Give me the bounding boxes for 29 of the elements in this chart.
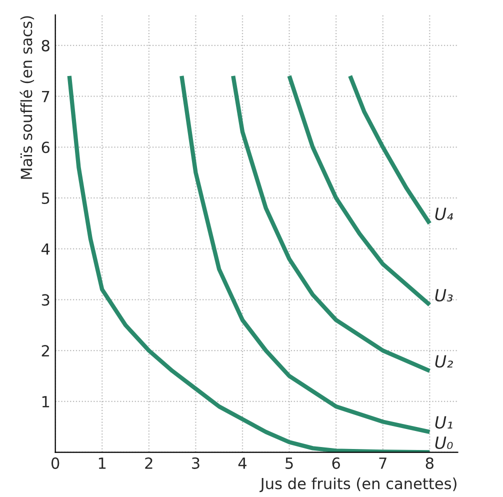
series-label: U₀: [435, 436, 453, 450]
y-tick-label: 2: [42, 345, 49, 356]
line-series: [348, 74, 432, 226]
x-axis-title: Jus de fruits (en canettes): [260, 477, 456, 492]
series-label: U₃: [435, 289, 453, 302]
x-tick-label: 3: [192, 457, 200, 469]
x-tick-label: 0: [51, 457, 60, 469]
y-tick-label: 3: [42, 294, 50, 306]
x-tick-label: 6: [332, 457, 340, 469]
y-tick-label: 4: [41, 244, 50, 255]
line-series: [287, 74, 432, 307]
x-tick-label: 4: [238, 458, 246, 469]
y-tick-label: 7: [42, 90, 50, 102]
series-label: U₁: [435, 416, 452, 429]
series-label: U₂: [435, 355, 453, 368]
line-series: [67, 74, 432, 452]
x-tick-label: 1: [98, 458, 106, 469]
series-label: U₄: [435, 208, 454, 220]
x-tick-label: 2: [145, 457, 152, 469]
y-tick-label: 1: [42, 396, 50, 408]
line-series: [180, 74, 432, 434]
y-tick-label: 8: [42, 40, 50, 52]
y-tick-label: 6: [42, 142, 50, 154]
y-axis-title: Maïs soufflé (en sacs): [20, 16, 34, 179]
x-tick-label: 5: [286, 458, 293, 469]
x-tick-label: 8: [426, 457, 434, 469]
x-tick-label: 7: [379, 458, 386, 469]
y-tick-label: 5: [42, 192, 50, 204]
line-series: [231, 74, 432, 373]
